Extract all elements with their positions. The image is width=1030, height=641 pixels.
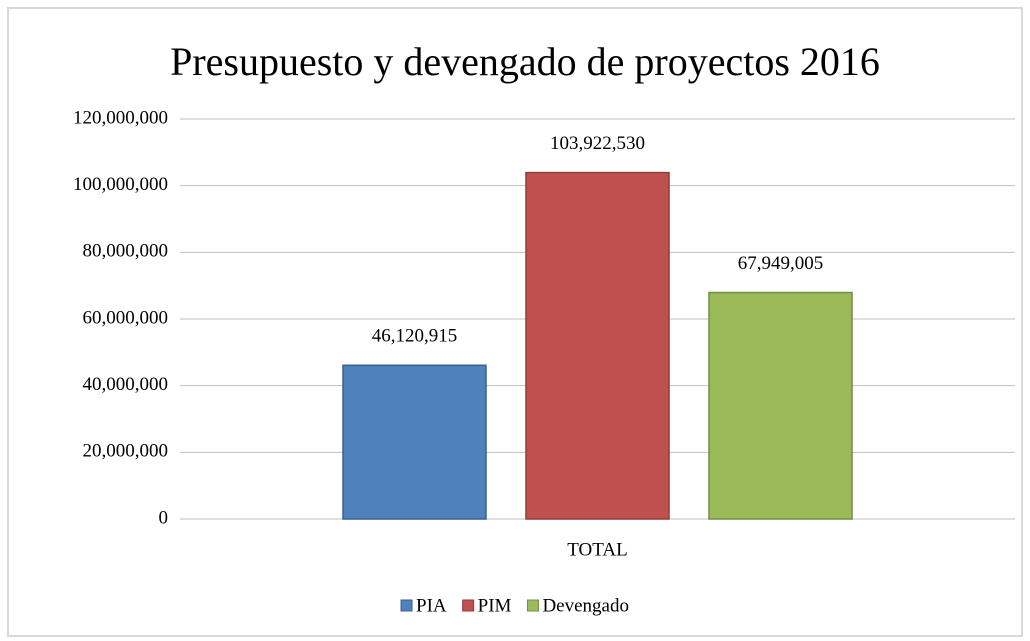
legend-label: Devengado — [542, 595, 629, 616]
y-tick-label: 0 — [159, 507, 169, 528]
bar — [708, 291, 853, 520]
y-tick-label: 80,000,000 — [83, 241, 169, 262]
legend-swatch — [526, 599, 539, 612]
y-tick-label: 100,000,000 — [73, 174, 168, 195]
data-label: 103,922,530 — [550, 133, 645, 154]
y-tick-label: 120,000,000 — [73, 107, 168, 128]
data-label: 67,949,005 — [738, 253, 824, 274]
legend-swatch — [462, 599, 475, 612]
y-tick-label: 20,000,000 — [83, 441, 169, 462]
legend-label: PIM — [478, 595, 512, 616]
data-label: 46,120,915 — [372, 326, 458, 347]
bar — [525, 171, 670, 520]
legend-label: PIA — [416, 595, 447, 616]
legend-swatch — [400, 599, 413, 612]
y-tick-label: 60,000,000 — [83, 307, 169, 328]
chart-title: Presupuesto y devengado de proyectos 201… — [170, 39, 880, 84]
x-tick-label: TOTAL — [567, 539, 627, 560]
y-tick-label: 40,000,000 — [83, 374, 169, 395]
bar — [342, 364, 487, 520]
chart-border — [7, 7, 1023, 637]
